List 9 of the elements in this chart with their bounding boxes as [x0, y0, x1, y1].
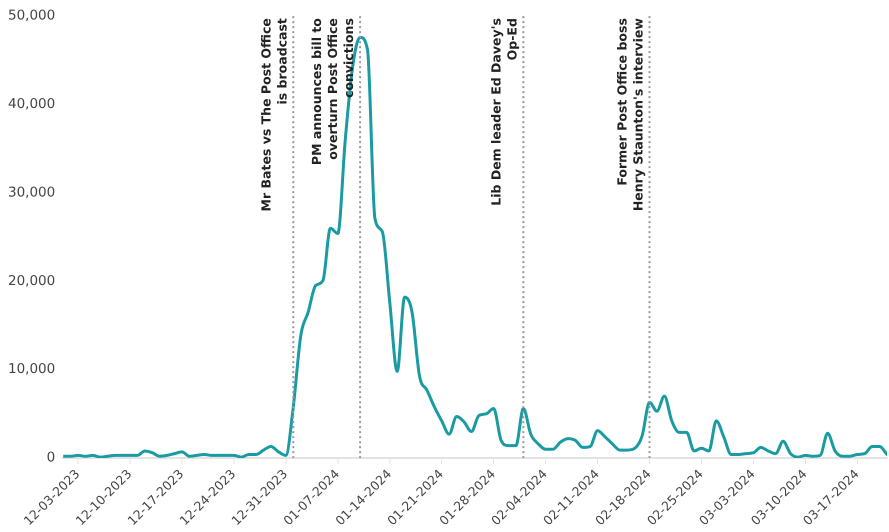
y-tick-label: 10,000 — [8, 361, 56, 378]
ref-line-label: Mr Bates vs The Post Office is broadcast — [258, 18, 290, 212]
y-tick-label: 30,000 — [8, 184, 56, 200]
ref-line-label: Lib Dem leader Ed Davey's Op-Ed — [488, 18, 520, 206]
y-tick-label: 0 — [46, 450, 56, 466]
y-tick-label: 20,000 — [8, 272, 56, 289]
ref-line-label: Former Post Office boss Henry Staunton's interview — [614, 18, 646, 212]
y-tick-label: 50,000 — [8, 8, 56, 24]
y-tick-label: 40,000 — [8, 96, 56, 112]
